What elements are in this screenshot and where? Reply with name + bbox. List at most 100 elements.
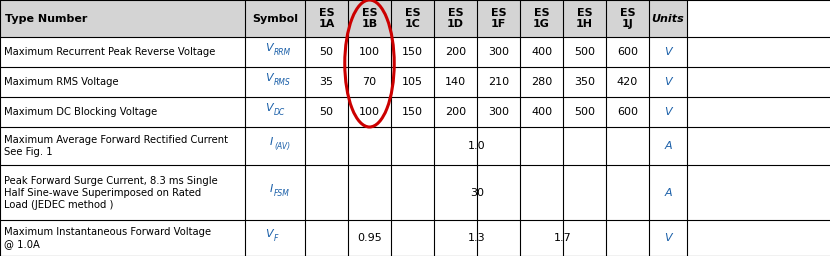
Text: V: V	[266, 43, 273, 53]
Text: 0.95: 0.95	[357, 233, 382, 243]
Bar	[520, 97, 563, 127]
Text: I: I	[270, 137, 273, 147]
Text: Peak Forward Surge Current, 8.3 ms Single
Half Sine-wave Superimposed on Rated
L: Peak Forward Surge Current, 8.3 ms Singl…	[4, 176, 217, 209]
Bar	[477, 37, 520, 67]
Bar	[520, 127, 563, 165]
Bar	[606, 97, 649, 127]
Bar	[434, 220, 477, 256]
Bar	[0, 97, 245, 127]
Bar	[245, 220, 305, 256]
Text: 100: 100	[359, 47, 380, 57]
Text: 150: 150	[402, 107, 423, 117]
Text: Maximum DC Blocking Voltage: Maximum DC Blocking Voltage	[4, 107, 157, 117]
Bar	[245, 165, 305, 220]
Bar	[649, 220, 687, 256]
Bar	[606, 165, 649, 220]
Text: Type Number: Type Number	[5, 14, 87, 24]
Bar	[305, 0, 348, 37]
Text: 600: 600	[617, 47, 638, 57]
Text: 1.7: 1.7	[554, 233, 572, 243]
Text: 50: 50	[320, 107, 334, 117]
Text: ES
1A: ES 1A	[319, 8, 334, 29]
Bar	[563, 97, 606, 127]
Bar	[477, 127, 520, 165]
Text: ES
1C: ES 1C	[404, 8, 421, 29]
Bar	[305, 37, 348, 67]
Bar	[520, 67, 563, 97]
Text: Symbol: Symbol	[252, 14, 298, 24]
Bar	[391, 37, 434, 67]
Bar	[434, 0, 477, 37]
Bar	[477, 97, 520, 127]
Text: 400: 400	[531, 107, 552, 117]
Bar	[649, 0, 687, 37]
Bar	[0, 127, 245, 165]
Bar	[563, 165, 606, 220]
Bar	[477, 165, 520, 220]
Bar	[348, 37, 391, 67]
Bar	[563, 0, 606, 37]
Bar	[245, 0, 305, 37]
Text: 500: 500	[574, 47, 595, 57]
Text: 100: 100	[359, 107, 380, 117]
Bar	[245, 37, 305, 67]
Bar	[348, 0, 391, 37]
Text: 200: 200	[445, 107, 466, 117]
Text: RRM: RRM	[274, 48, 291, 57]
Bar	[245, 97, 305, 127]
Bar	[520, 37, 563, 67]
Bar	[0, 0, 245, 37]
Text: Maximum Instantaneous Forward Voltage
@ 1.0A: Maximum Instantaneous Forward Voltage @ …	[4, 227, 211, 249]
Text: 70: 70	[363, 77, 377, 87]
Bar	[0, 165, 245, 220]
Text: 300: 300	[488, 47, 509, 57]
Text: 140: 140	[445, 77, 466, 87]
Text: (AV): (AV)	[274, 142, 290, 151]
Bar	[434, 165, 477, 220]
Text: 35: 35	[320, 77, 334, 87]
Text: 105: 105	[402, 77, 423, 87]
Bar	[391, 165, 434, 220]
Text: 350: 350	[574, 77, 595, 87]
Bar	[0, 37, 245, 67]
Bar	[245, 67, 305, 97]
Text: 150: 150	[402, 47, 423, 57]
Text: Units: Units	[652, 14, 685, 24]
Text: 280: 280	[531, 77, 552, 87]
Bar	[477, 220, 520, 256]
Bar	[606, 0, 649, 37]
Bar	[391, 67, 434, 97]
Text: 200: 200	[445, 47, 466, 57]
Text: A: A	[664, 141, 671, 151]
Bar	[305, 97, 348, 127]
Bar	[606, 127, 649, 165]
Bar	[391, 97, 434, 127]
Text: V: V	[664, 107, 671, 117]
Bar	[563, 37, 606, 67]
Bar	[348, 67, 391, 97]
Text: FSM: FSM	[274, 188, 290, 197]
Bar	[391, 0, 434, 37]
Bar	[245, 127, 305, 165]
Bar	[649, 127, 687, 165]
Text: V: V	[664, 77, 671, 87]
Bar	[434, 67, 477, 97]
Bar	[305, 220, 348, 256]
Text: V: V	[664, 47, 671, 57]
Bar	[348, 127, 391, 165]
Text: A: A	[664, 187, 671, 197]
Text: 30: 30	[470, 187, 484, 197]
Text: ES
1D: ES 1D	[447, 8, 464, 29]
Bar	[434, 127, 477, 165]
Bar	[649, 37, 687, 67]
Bar	[520, 0, 563, 37]
Text: 210: 210	[488, 77, 509, 87]
Bar	[305, 165, 348, 220]
Text: V: V	[266, 103, 273, 113]
Bar	[391, 220, 434, 256]
Text: Maximum Recurrent Peak Reverse Voltage: Maximum Recurrent Peak Reverse Voltage	[4, 47, 215, 57]
Bar	[477, 67, 520, 97]
Bar	[649, 67, 687, 97]
Text: 1.3: 1.3	[468, 233, 486, 243]
Bar	[477, 0, 520, 37]
